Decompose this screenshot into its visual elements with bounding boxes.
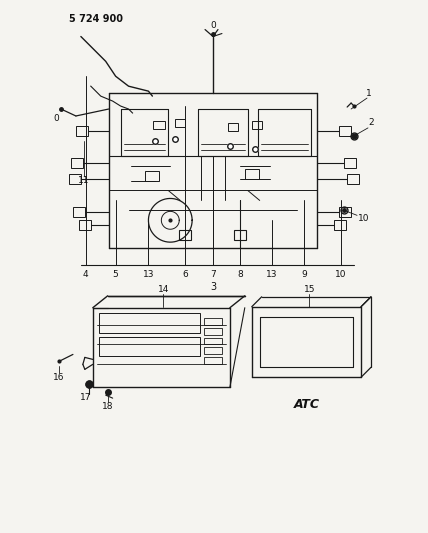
Text: 18: 18 [102,401,113,410]
Bar [234,230,246,240]
Bar [228,123,238,131]
Text: 0: 0 [53,115,59,124]
Bar [179,230,191,240]
Bar [252,121,262,129]
Bar [204,358,222,365]
Bar [204,328,222,335]
Text: 10: 10 [336,270,347,279]
Text: 14: 14 [158,285,169,294]
Text: 16: 16 [53,373,65,382]
Text: 0: 0 [210,21,216,30]
Bar [153,121,165,129]
Text: 6: 6 [182,270,188,279]
Text: 13: 13 [143,270,154,279]
Text: 4: 4 [83,270,89,279]
Bar [204,337,222,344]
Text: 1: 1 [366,88,372,98]
Bar [146,171,159,181]
Text: 17: 17 [80,393,92,402]
Bar [245,168,259,179]
Bar [204,318,222,325]
Text: 13: 13 [266,270,277,279]
Text: ATC: ATC [294,398,319,410]
Bar [204,348,222,354]
Text: 3: 3 [210,282,216,292]
Text: 7: 7 [210,270,216,279]
Bar [175,119,185,127]
Text: 2: 2 [368,118,374,127]
Text: 11: 11 [78,176,89,185]
Text: 10: 10 [358,214,370,223]
Text: 15: 15 [303,285,315,294]
Text: 5 724 900: 5 724 900 [69,14,123,23]
Text: 8: 8 [237,270,243,279]
Text: 9: 9 [302,270,307,279]
Text: 5: 5 [113,270,119,279]
